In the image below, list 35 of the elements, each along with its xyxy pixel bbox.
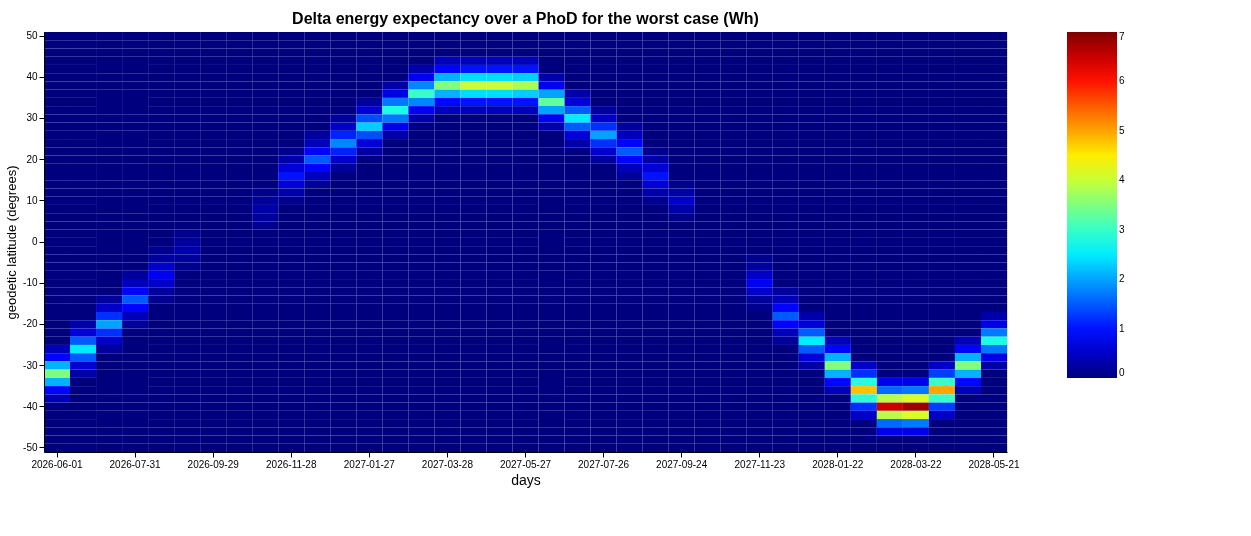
- x-tick-label: 2026-07-31: [109, 458, 162, 470]
- x-tick-label: 2028-01-22: [812, 458, 864, 470]
- x-tick-label: 2028-03-22: [890, 458, 942, 470]
- y-tick-label: 40: [26, 71, 38, 83]
- chart-title: Delta energy expectancy over a PhoD for the worst case (Wh): [292, 9, 759, 27]
- color-bar-label: 7: [1119, 31, 1125, 42]
- y-tick-label: 30: [26, 112, 38, 124]
- y-tick-label: 0: [31, 236, 38, 247]
- x-axis-title: days: [511, 471, 541, 488]
- color-bar-label: 1: [1119, 322, 1125, 334]
- x-tick-label: 2026-09-29: [187, 458, 240, 470]
- y-tick-label: 20: [26, 153, 38, 165]
- color-bar-label: 6: [1119, 75, 1125, 87]
- y-tick-label: -10: [23, 277, 38, 289]
- y-tick-label: 50: [26, 30, 38, 42]
- y-tick-label: -20: [23, 318, 38, 330]
- color-bar-label: 3: [1119, 223, 1125, 235]
- x-tick-label: 2026-06-01: [31, 458, 84, 470]
- y-tick-label: 10: [26, 194, 38, 206]
- y-axis-title: geodetic latitude (degrees): [4, 165, 20, 320]
- x-tick-label: 2027-05-27: [499, 458, 552, 470]
- x-tick-label: 2028-05-21: [968, 458, 1020, 470]
- color-bar-label: 2: [1119, 273, 1125, 285]
- x-tick-label: 2027-09-24: [656, 458, 708, 470]
- y-tick-label: -40: [23, 400, 38, 412]
- y-tick-label: -50: [23, 441, 38, 453]
- y-tick-label: -30: [23, 359, 38, 371]
- x-tick-label: 2026-11-28: [266, 458, 317, 470]
- color-bar-label: 4: [1119, 174, 1125, 186]
- x-tick-label: 2027-07-26: [578, 458, 630, 470]
- x-tick-label: 2027-01-27: [343, 458, 396, 470]
- color-bar-label: 0: [1119, 367, 1125, 378]
- color-bar-label: 5: [1119, 124, 1125, 136]
- x-tick-label: 2027-11-23: [734, 458, 786, 470]
- x-tick-label: 2027-03-28: [421, 458, 474, 470]
